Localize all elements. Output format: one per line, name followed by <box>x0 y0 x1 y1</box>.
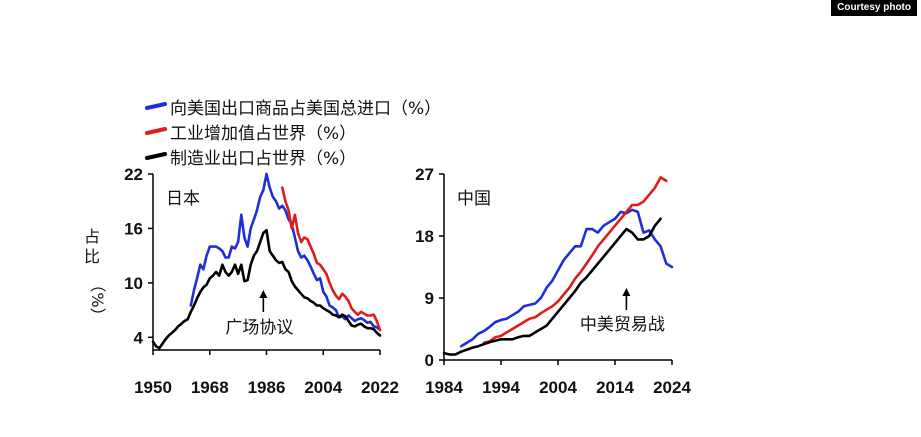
x-tick-label: 2004 <box>304 378 342 397</box>
x-tick-label: 1950 <box>134 378 172 397</box>
x-tick-label: 1984 <box>425 378 463 397</box>
y-tick-label: 22 <box>124 165 143 184</box>
y-tick-label: 16 <box>124 219 143 238</box>
y-axis-label-char-0: 占 <box>84 227 100 246</box>
x-tick-label: 2014 <box>596 378 634 397</box>
legend-label-2: 制造业出口占世界（%） <box>170 149 356 169</box>
y-tick-label: 18 <box>415 227 434 246</box>
y-tick-label: 0 <box>425 351 434 370</box>
annotation-label: 广场协议 <box>225 318 293 338</box>
annotation-arrow-head <box>622 288 631 296</box>
series-line-2 <box>442 217 662 356</box>
legend-label-1: 工业增加值占世界（%） <box>170 124 356 144</box>
y-tick-label: 27 <box>415 165 434 184</box>
y-axis-label-char-1: 比 <box>84 247 100 266</box>
x-tick-label: 2024 <box>653 378 691 397</box>
x-tick-label: 1994 <box>482 378 520 397</box>
courtesy-photo-credit: Courtesy photo <box>831 0 917 16</box>
legend-label-0: 向美国出口商品占美国总进口（%） <box>170 99 441 119</box>
legend-swatch-1 <box>145 127 167 135</box>
y-tick-label: 10 <box>124 274 143 293</box>
y-axis-label-unit: （%） <box>88 276 107 323</box>
legend: 向美国出口商品占美国总进口（%） 工业增加值占世界（%） 制造业出口占世界（%） <box>145 99 441 169</box>
annotation-label: 中美贸易战 <box>580 315 665 335</box>
panel-title: 日本 <box>166 189 200 209</box>
y-axis-label: 占比 （%） <box>84 227 107 324</box>
legend-swatch-0 <box>145 102 167 110</box>
series-line-1 <box>482 176 668 345</box>
panel-title: 中国 <box>457 189 491 209</box>
x-tick-label: 1968 <box>191 378 229 397</box>
x-tick-label: 2022 <box>361 378 399 397</box>
series-line-1 <box>281 186 382 332</box>
legend-swatch-2 <box>145 152 167 160</box>
y-tick-label: 9 <box>425 289 434 308</box>
series-line-2 <box>151 228 382 350</box>
x-tick-label: 1986 <box>248 378 286 397</box>
series-line-0 <box>459 208 674 348</box>
x-tick-label: 2004 <box>539 378 577 397</box>
series-line-0 <box>189 172 382 332</box>
annotation-arrow-head <box>259 290 268 298</box>
y-tick-label: 4 <box>134 328 144 347</box>
